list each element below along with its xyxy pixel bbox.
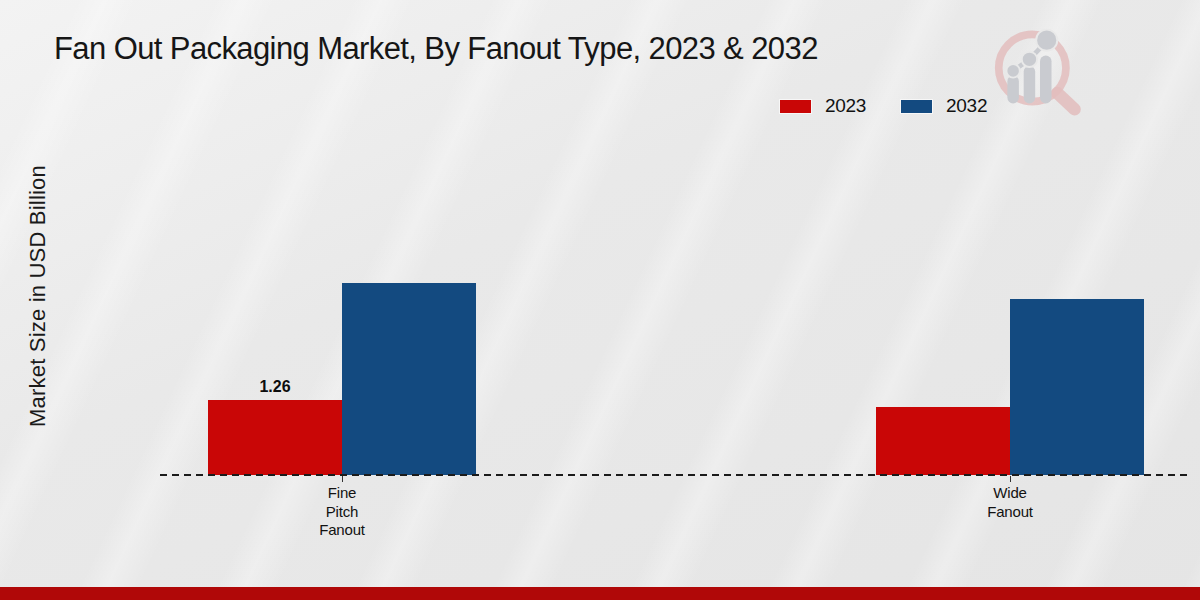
- bar-2032-wide-fanout: [1010, 299, 1144, 475]
- chart-canvas: Fan Out Packaging Market, By Fanout Type…: [0, 0, 1200, 600]
- footer-accent-bar: [0, 587, 1200, 600]
- bar-2023-fine-pitch-fanout: [208, 400, 342, 475]
- plot-area: FinePitchFanout WideFanout 1.26: [0, 0, 1200, 600]
- legend-item-2023: 2023: [779, 95, 866, 117]
- legend-swatch-icon: [779, 99, 812, 114]
- legend: 2023 2032: [779, 95, 987, 117]
- x-axis-tick: [1010, 476, 1011, 482]
- legend-label: 2032: [946, 95, 987, 117]
- bar-2032-fine-pitch-fanout: [342, 283, 476, 475]
- legend-swatch-icon: [900, 99, 933, 114]
- x-axis-tick: [342, 476, 343, 482]
- x-axis-category-label: WideFanout: [930, 484, 1090, 521]
- chart-title: Fan Out Packaging Market, By Fanout Type…: [54, 31, 818, 67]
- x-axis-baseline: [160, 474, 1192, 476]
- legend-label: 2023: [825, 95, 866, 117]
- legend-item-2032: 2032: [900, 95, 987, 117]
- bar-2023-wide-fanout: [876, 407, 1010, 475]
- y-axis-label: Market Size in USD Billion: [25, 96, 51, 496]
- x-axis-category-label: FinePitchFanout: [262, 484, 422, 540]
- bar-value-label: 1.26: [208, 378, 342, 396]
